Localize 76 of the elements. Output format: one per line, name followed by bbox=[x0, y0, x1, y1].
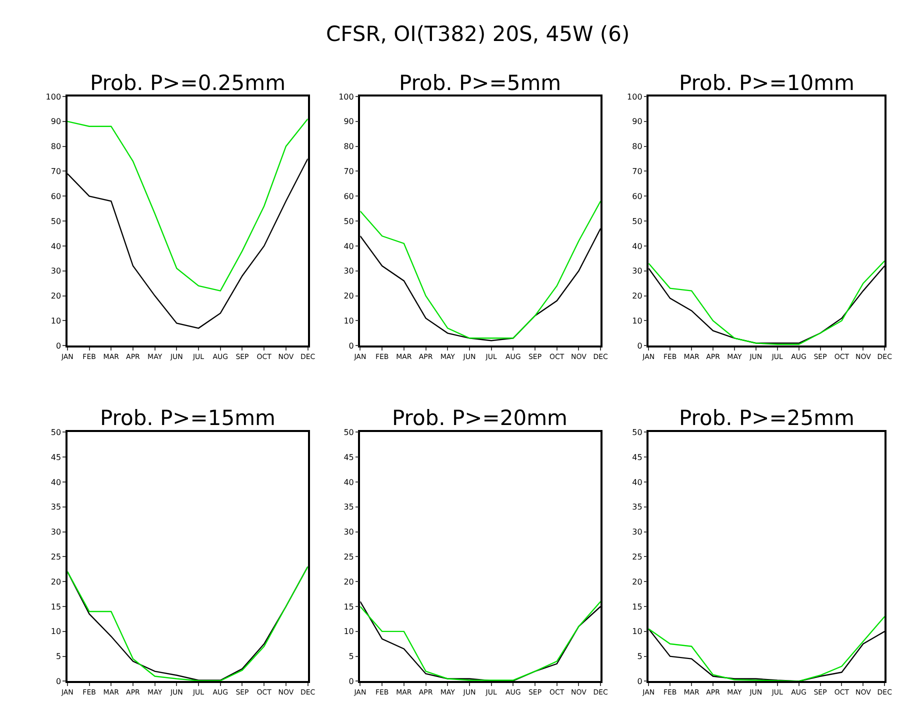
y-tick-label: 50 bbox=[344, 216, 354, 226]
y-tick-label: 0 bbox=[56, 341, 62, 350]
y-tick-label: 45 bbox=[344, 452, 354, 462]
y-tick-label: 80 bbox=[344, 142, 354, 152]
y-tick-label: 15 bbox=[344, 602, 354, 612]
chart-title: Prob. P>=5mm bbox=[399, 71, 562, 95]
y-tick-label: 15 bbox=[632, 602, 642, 612]
y-tick-label: 5 bbox=[637, 652, 642, 662]
y-tick-label: 45 bbox=[50, 452, 62, 462]
y-tick-label: 80 bbox=[632, 142, 642, 152]
y-tick-label: 30 bbox=[344, 528, 354, 537]
y-tick-label: 70 bbox=[50, 167, 62, 176]
y-tick-label: 10 bbox=[50, 627, 62, 636]
line-series bbox=[648, 616, 885, 682]
y-tick-label: 20 bbox=[632, 577, 642, 586]
y-tick-label: 5 bbox=[348, 652, 354, 662]
y-tick-label: 40 bbox=[50, 478, 62, 487]
y-tick-label: 60 bbox=[50, 192, 62, 201]
y-tick-label: 100 bbox=[46, 92, 62, 102]
y-tick-label: 30 bbox=[50, 266, 62, 276]
y-tick-label: 20 bbox=[344, 577, 354, 586]
y-tick-label: 90 bbox=[344, 117, 354, 126]
y-tick-label: 40 bbox=[632, 242, 642, 251]
y-tick-label: 35 bbox=[50, 502, 62, 512]
y-tick-label: 30 bbox=[50, 528, 62, 537]
chart-title: Prob. P>=10mm bbox=[679, 71, 854, 95]
y-tick-label: 10 bbox=[50, 316, 62, 326]
y-tick-label: 0 bbox=[637, 341, 642, 350]
y-tick-label: 25 bbox=[632, 552, 642, 562]
line-series bbox=[67, 118, 308, 292]
chart-title: Prob. P>=25mm bbox=[679, 406, 854, 430]
y-tick-label: 10 bbox=[344, 627, 354, 636]
y-tick-label: 10 bbox=[632, 316, 642, 326]
y-tick-label: 60 bbox=[344, 192, 354, 201]
y-tick-label: 15 bbox=[50, 602, 62, 612]
y-tick-label: 100 bbox=[338, 92, 354, 102]
chart-title: Prob. P>=20mm bbox=[392, 406, 568, 430]
y-tick-label: 30 bbox=[344, 266, 354, 276]
y-tick-label: 40 bbox=[632, 478, 642, 487]
y-tick-label: 30 bbox=[632, 528, 642, 537]
y-tick-label: 20 bbox=[50, 577, 62, 586]
chart-title: Prob. P>=15mm bbox=[100, 406, 276, 430]
y-tick-label: 50 bbox=[632, 428, 642, 437]
y-tick-label: 10 bbox=[344, 316, 354, 326]
y-tick-label: 10 bbox=[632, 627, 642, 636]
y-tick-label: 25 bbox=[50, 552, 62, 562]
y-tick-label: 100 bbox=[627, 92, 642, 102]
y-tick-label: 45 bbox=[632, 452, 642, 462]
y-tick-label: 50 bbox=[344, 428, 354, 437]
y-tick-label: 20 bbox=[344, 292, 354, 301]
y-tick-label: 30 bbox=[632, 266, 642, 276]
y-tick-label: 40 bbox=[50, 242, 62, 251]
y-tick-label: 60 bbox=[632, 192, 642, 201]
y-tick-label: 0 bbox=[637, 677, 642, 686]
y-tick-label: 35 bbox=[632, 502, 642, 512]
y-tick-label: 50 bbox=[50, 216, 62, 226]
y-tick-label: 5 bbox=[56, 652, 62, 662]
y-tick-label: 35 bbox=[344, 502, 354, 512]
y-tick-label: 0 bbox=[56, 677, 62, 686]
y-tick-label: 90 bbox=[632, 117, 642, 126]
y-tick-label: 0 bbox=[348, 677, 354, 686]
y-tick-label: 25 bbox=[344, 552, 354, 562]
y-tick-label: 0 bbox=[348, 341, 354, 350]
y-tick-label: 70 bbox=[344, 167, 354, 176]
line-series bbox=[360, 200, 601, 339]
y-tick-label: 40 bbox=[344, 242, 354, 251]
chart-title: Prob. P>=0.25mm bbox=[90, 71, 286, 95]
y-tick-label: 80 bbox=[50, 142, 62, 152]
y-tick-label: 50 bbox=[50, 428, 62, 437]
y-tick-label: 70 bbox=[632, 167, 642, 176]
y-tick-label: 20 bbox=[632, 292, 642, 301]
text: CFSR, OI(T382) 20S, 45W (6) bbox=[326, 22, 630, 46]
y-tick-label: 50 bbox=[632, 216, 642, 226]
y-tick-label: 40 bbox=[344, 478, 354, 487]
y-tick-label: 20 bbox=[50, 292, 62, 301]
y-tick-label: 90 bbox=[50, 117, 62, 126]
